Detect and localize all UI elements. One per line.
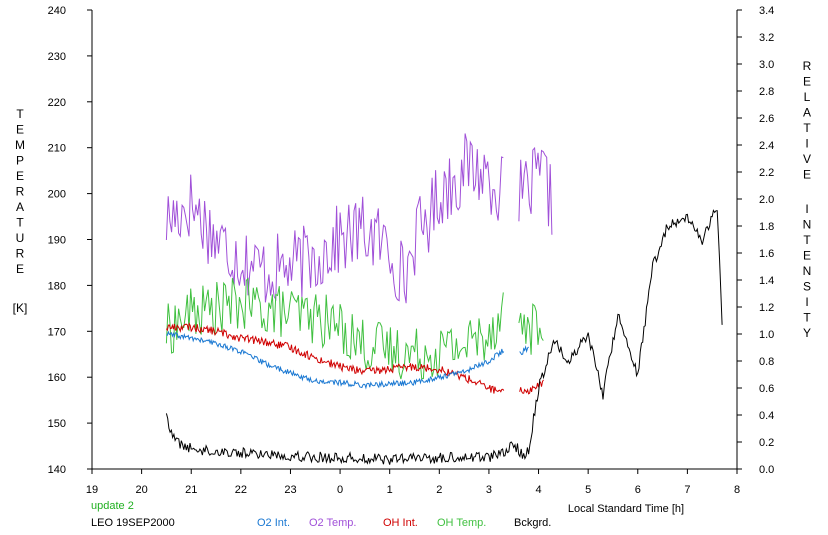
right-axis-label-letter: T — [803, 311, 811, 325]
series-line-o2-temp — [518, 146, 553, 235]
x-tick-label: 4 — [535, 484, 541, 496]
left-axis-label-letter: M — [15, 138, 25, 152]
station-label: LEO 19SEP2000 — [91, 517, 175, 529]
right-axis-label-letter: T — [803, 121, 811, 135]
x-tick-label: 23 — [284, 484, 296, 496]
right-tick-label: 3.0 — [759, 59, 774, 71]
right-tick-label: 0.4 — [759, 410, 774, 422]
left-axis-label-letter: R — [16, 247, 25, 261]
left-tick-label: 140 — [48, 464, 66, 476]
right-axis-label-letter: S — [803, 280, 811, 294]
left-tick-label: 170 — [48, 326, 66, 338]
right-tick-label: 2.8 — [759, 86, 774, 98]
left-tick-label: 180 — [48, 280, 66, 292]
right-tick-label: 1.6 — [759, 248, 774, 260]
x-tick-label: 6 — [635, 484, 641, 496]
x-tick-label: 8 — [734, 484, 740, 496]
series-line-oh-int — [165, 322, 505, 394]
legend-o2-int: O2 Int. — [257, 517, 290, 529]
right-tick-label: 2.0 — [759, 194, 774, 206]
series-line-bckgrd — [165, 209, 723, 465]
left-tick-label: 230 — [48, 51, 66, 63]
right-axis-label-letter: R — [803, 59, 812, 73]
right-tick-label: 2.2 — [759, 167, 774, 179]
x-tick-label: 7 — [684, 484, 690, 496]
right-axis-label-letter: I — [805, 202, 808, 216]
x-tick-label: 19 — [86, 484, 98, 496]
series-line-o2-temp — [165, 133, 504, 304]
right-tick-label: 0.6 — [759, 383, 774, 395]
axes: 1401501601701801902002102202302400.00.20… — [48, 5, 775, 496]
left-axis-label-letter: R — [16, 185, 25, 199]
x-tick-label: 20 — [135, 484, 147, 496]
left-axis-unit: [K] — [13, 301, 28, 315]
right-axis-label-letter: A — [803, 106, 811, 120]
right-axis-label-letter: N — [803, 264, 812, 278]
left-axis-label-letter: P — [16, 154, 24, 168]
right-axis-label-letter: E — [803, 168, 811, 182]
left-axis-label-letter: U — [16, 231, 25, 245]
legend-oh-temp: OH Temp. — [437, 517, 486, 529]
series-line-oh-temp — [165, 277, 504, 380]
x-tick-label: 5 — [585, 484, 591, 496]
left-axis-label-letter: T — [16, 107, 24, 121]
right-axis-label-letter: E — [803, 75, 811, 89]
right-tick-label: 0.8 — [759, 356, 774, 368]
right-tick-label: 1.2 — [759, 302, 774, 314]
left-tick-label: 150 — [48, 418, 66, 430]
right-tick-label: 0.0 — [759, 464, 774, 476]
right-axis-label-letter: L — [804, 90, 811, 104]
x-tick-label: 1 — [387, 484, 393, 496]
left-axis-label-letter: E — [16, 169, 24, 183]
right-axis-label-letter: N — [803, 218, 812, 232]
right-tick-label: 1.4 — [759, 275, 774, 287]
x-tick-label: 21 — [185, 484, 197, 496]
right-axis-label-letter: E — [803, 249, 811, 263]
legend-o2-temp: O2 Temp. — [309, 517, 357, 529]
left-axis-label-letter: A — [16, 200, 24, 214]
right-tick-label: 2.6 — [759, 113, 774, 125]
right-tick-label: 1.8 — [759, 221, 774, 233]
right-axis-label-letter: Y — [803, 326, 811, 340]
x-tick-label: 2 — [436, 484, 442, 496]
left-axis-label-letter: E — [16, 123, 24, 137]
right-tick-label: 3.2 — [759, 32, 774, 44]
left-tick-label: 190 — [48, 235, 66, 247]
series-layer — [165, 133, 723, 465]
right-axis-label-letter: I — [805, 295, 808, 309]
right-tick-label: 1.0 — [759, 329, 774, 341]
right-tick-label: 2.4 — [759, 140, 774, 152]
series-line-oh-temp — [518, 303, 544, 355]
left-tick-label: 160 — [48, 372, 66, 384]
labels: Local Standard Time [h]TEMPERATURE[K]REL… — [13, 59, 812, 529]
right-axis-label-letter: V — [803, 152, 811, 166]
legend-bckgrd: Bckgrd. — [514, 517, 551, 529]
x-tick-label: 22 — [235, 484, 247, 496]
left-tick-label: 210 — [48, 143, 66, 155]
x-tick-label: 0 — [337, 484, 343, 496]
update-label: update 2 — [91, 500, 134, 512]
left-tick-label: 200 — [48, 189, 66, 201]
right-axis-label-letter: T — [803, 233, 811, 247]
series-line-o2-int — [166, 330, 505, 390]
left-axis-label-letter: E — [16, 262, 24, 276]
right-tick-label: 3.4 — [759, 5, 774, 17]
x-tick-label: 3 — [486, 484, 492, 496]
left-axis-label-letter: T — [16, 216, 24, 230]
right-tick-label: 0.2 — [759, 437, 774, 449]
series-line-o2-int — [519, 345, 529, 356]
right-axis-label-letter: I — [805, 137, 808, 151]
legend-oh-int: OH Int. — [383, 517, 418, 529]
x-axis-label: Local Standard Time [h] — [568, 503, 684, 515]
left-tick-label: 220 — [48, 97, 66, 109]
left-tick-label: 240 — [48, 5, 66, 17]
